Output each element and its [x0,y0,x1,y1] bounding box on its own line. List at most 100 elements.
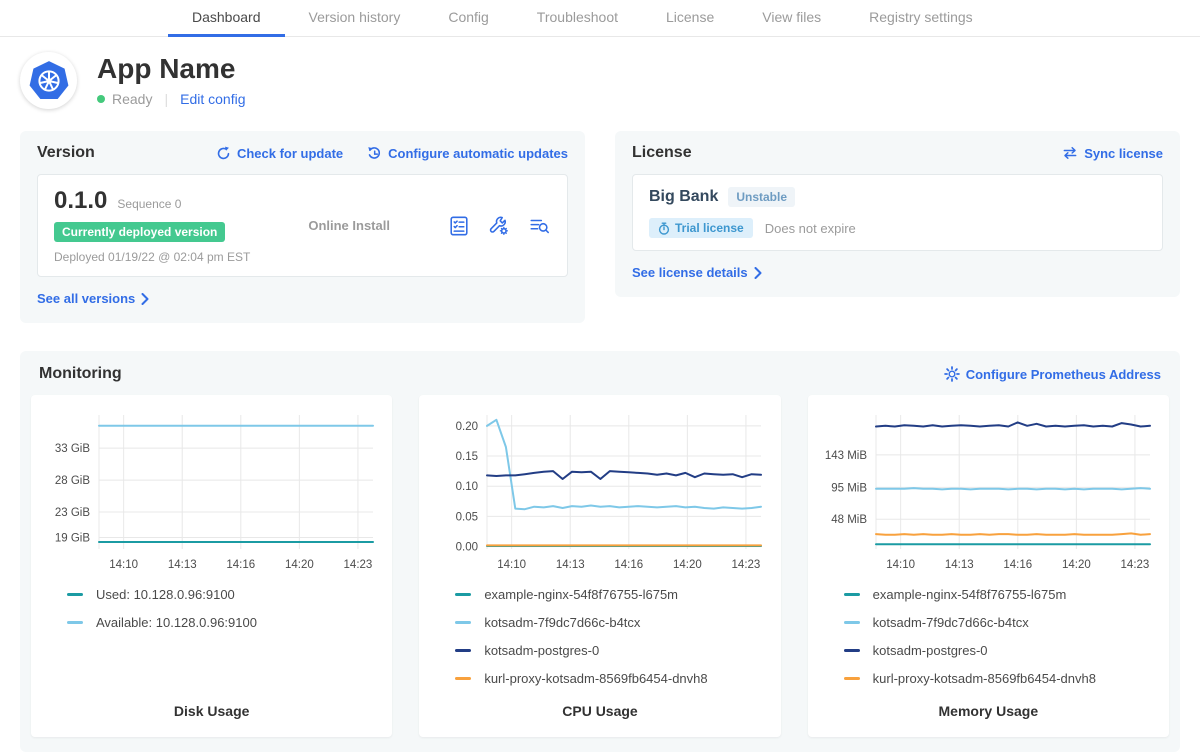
tab-config[interactable]: Config [424,0,512,37]
svg-text:14:20: 14:20 [673,559,702,571]
license-card: License Sync license Big Bank Unstable [615,131,1180,297]
legend-swatch [455,593,471,596]
stopwatch-icon [658,222,670,235]
svg-text:14:16: 14:16 [1003,559,1032,571]
legend-swatch [455,649,471,652]
edit-config-link[interactable]: Edit config [180,91,245,107]
charts-row: 33 GiB28 GiB23 GiB19 GiB14:1014:1314:161… [31,395,1169,737]
configure-automatic-updates-button[interactable]: Configure automatic updates [367,146,568,161]
status-dot [97,95,105,103]
chart-card-memory-usage: 143 MiB95 MiB48 MiB14:1014:1314:1614:201… [808,395,1169,737]
legend-label: kotsadm-7f9dc7d66c-b4tcx [873,615,1029,630]
legend-label: example-nginx-54f8f76755-l675m [873,587,1067,602]
legend-label: example-nginx-54f8f76755-l675m [484,587,678,602]
svg-text:0.05: 0.05 [456,511,478,523]
svg-text:14:10: 14:10 [886,559,915,571]
app-header: App Name Ready | Edit config [0,37,1200,127]
chart-title: Memory Usage [818,703,1159,725]
svg-text:14:20: 14:20 [285,559,314,571]
view-config-button[interactable] [488,215,510,237]
configure-prometheus-button[interactable]: Configure Prometheus Address [944,366,1161,382]
svg-text:0.00: 0.00 [456,542,478,554]
chevron-right-icon [141,293,149,305]
check-for-update-button[interactable]: Check for update [216,146,343,161]
legend-item: kotsadm-7f9dc7d66c-b4tcx [844,615,1159,630]
channel-badge: Unstable [728,187,795,207]
svg-text:19 GiB: 19 GiB [55,533,90,545]
current-version-panel: 0.1.0 Sequence 0 Currently deployed vers… [37,174,568,277]
svg-text:33 GiB: 33 GiB [55,443,90,455]
svg-text:14:23: 14:23 [1120,559,1149,571]
deployed-badge: Currently deployed version [54,222,225,242]
see-license-details-link[interactable]: See license details [632,265,762,280]
tab-view-files[interactable]: View files [738,0,845,37]
chart-plot: 143 MiB95 MiB48 MiB14:1014:1314:1614:201… [818,407,1156,575]
version-number: 0.1.0 [54,187,107,215]
svg-text:23 GiB: 23 GiB [55,507,90,519]
legend-swatch [455,677,471,680]
legend-label: Available: 10.128.0.96:9100 [96,615,257,630]
checklist-icon [448,215,470,237]
tab-license[interactable]: License [642,0,738,37]
divider: | [164,91,168,107]
chart-plot: 0.20 0.15 0.10 0.05 0.00 14:10 14:13 14:16 14:20… [429,407,767,575]
sync-license-button[interactable]: Sync license [1062,146,1163,161]
tab-troubleshoot[interactable]: Troubleshoot [513,0,642,37]
page-title: App Name [97,54,245,85]
legend-swatch [844,621,860,624]
legend-item: example-nginx-54f8f76755-l675m [844,587,1159,602]
log-search-icon [528,215,551,237]
svg-text:14:13: 14:13 [168,559,197,571]
legend-swatch [844,677,860,680]
svg-text:14:16: 14:16 [615,559,644,571]
see-all-versions-link[interactable]: See all versions [37,291,149,306]
license-expiry: Does not expire [765,221,856,236]
sync-arrows-icon [1062,146,1078,160]
top-navigation: DashboardVersion historyConfigTroublesho… [0,0,1200,37]
legend-item: kotsadm-postgres-0 [455,643,770,658]
tab-version-history[interactable]: Version history [285,0,425,37]
legend-swatch [67,621,83,624]
legend-swatch [844,593,860,596]
svg-text:0.10: 0.10 [456,481,478,493]
version-card-title: Version [37,144,95,162]
monitoring-title: Monitoring [39,365,122,383]
svg-text:95 MiB: 95 MiB [831,482,867,494]
summary-cards-row: Version Check for update Configure au [0,131,1200,323]
svg-text:143 MiB: 143 MiB [824,450,867,462]
monitoring-card: Monitoring Configure Prometheus Address … [20,351,1180,752]
chevron-right-icon [754,267,762,279]
chart-card-cpu-usage: 0.20 0.15 0.10 0.05 0.00 14:10 14:13 14:16 14:20… [419,395,780,737]
sequence-label: Sequence 0 [117,197,181,211]
kubernetes-icon [26,58,72,104]
svg-text:14:20: 14:20 [1062,559,1091,571]
tab-dashboard[interactable]: Dashboard [168,0,285,37]
tab-registry-settings[interactable]: Registry settings [845,0,996,37]
refresh-icon [216,146,231,161]
legend-item: example-nginx-54f8f76755-l675m [455,587,770,602]
legend-item: kotsadm-7f9dc7d66c-b4tcx [455,615,770,630]
legend-label: kurl-proxy-kotsadm-8569fb6454-dnvh8 [873,671,1096,686]
svg-text:48 MiB: 48 MiB [831,514,867,526]
deployed-timestamp: Deployed 01/19/22 @ 02:04 pm EST [54,250,250,264]
license-card-title: License [632,144,692,162]
svg-text:0.15: 0.15 [456,451,478,463]
chart-legend: Used: 10.128.0.96:9100 Available: 10.128.… [67,587,382,630]
svg-text:14:23: 14:23 [732,559,761,571]
svg-text:14:13: 14:13 [556,559,585,571]
legend-item: kurl-proxy-kotsadm-8569fb6454-dnvh8 [844,671,1159,686]
legend-label: kotsadm-postgres-0 [873,643,988,658]
clock-refresh-icon [367,146,382,161]
release-notes-button[interactable] [448,215,470,237]
legend-item: Used: 10.128.0.96:9100 [67,587,382,602]
chart-title: Disk Usage [41,703,382,725]
svg-text:0.20: 0.20 [456,421,478,433]
svg-text:14:16: 14:16 [226,559,255,571]
legend-item: kotsadm-postgres-0 [844,643,1159,658]
chart-legend: example-nginx-54f8f76755-l675m kotsadm-7f… [455,587,770,686]
legend-swatch [455,621,471,624]
legend-label: kotsadm-postgres-0 [484,643,599,658]
chart-card-disk-usage: 33 GiB28 GiB23 GiB19 GiB14:1014:1314:161… [31,395,392,737]
svg-text:14:10: 14:10 [498,559,527,571]
view-logs-button[interactable] [528,215,551,237]
